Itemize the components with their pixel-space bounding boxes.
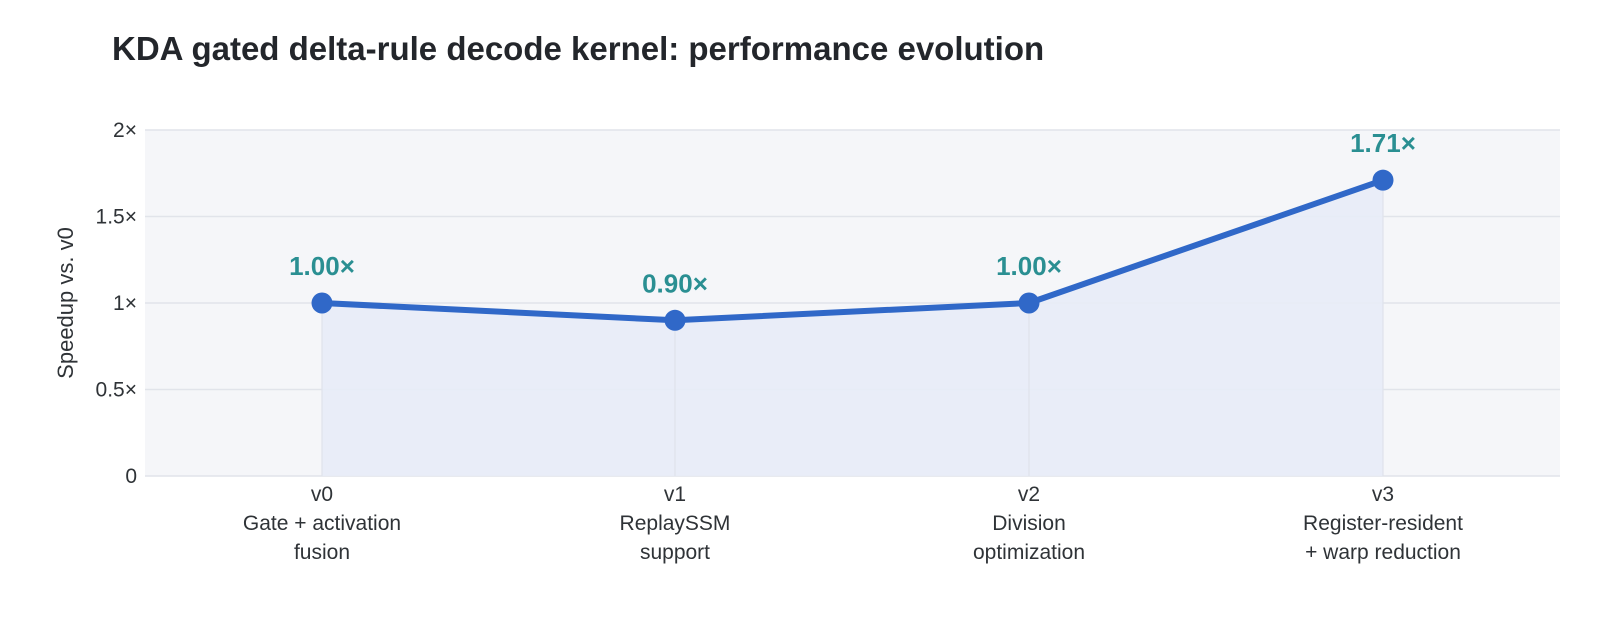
data-point <box>311 292 333 314</box>
chart-title: KDA gated delta-rule decode kernel: perf… <box>112 30 1045 67</box>
x-category-description: Register-resident <box>1303 512 1463 535</box>
area-fill <box>322 180 1383 477</box>
y-tick-label: 2× <box>113 119 137 142</box>
series-line <box>319 177 1386 324</box>
x-category-description-cont: optimization <box>973 541 1085 564</box>
y-axis-ticks: 0 0.5× 1× 1.5× 2× <box>96 119 137 488</box>
x-axis-categories: v0 Gate + activation fusion v1 ReplaySSM supp… <box>243 483 1463 564</box>
y-tick-label: 1× <box>113 292 137 315</box>
y-tick-label: 1.5× <box>96 206 137 229</box>
x-category-version: v0 <box>311 483 333 506</box>
x-category-description-cont: support <box>640 541 710 564</box>
data-label: 1.00× <box>996 251 1062 281</box>
x-category-description: Division <box>992 512 1066 535</box>
data-label: 1.00× <box>289 251 355 281</box>
x-category-version: v3 <box>1372 483 1394 506</box>
y-axis-title: Speedup vs. v0 <box>53 227 78 379</box>
x-category-description-cont: + warp reduction <box>1305 541 1461 564</box>
x-category-description: Gate + activation <box>243 512 401 535</box>
x-category-version: v1 <box>664 483 686 506</box>
data-point <box>1018 292 1040 314</box>
y-tick-label: 0.5× <box>96 379 137 402</box>
data-point <box>664 309 686 331</box>
x-category-version: v2 <box>1018 483 1040 506</box>
data-label: 0.90× <box>642 268 708 298</box>
data-label: 1.71× <box>1350 128 1416 158</box>
x-category-description-cont: fusion <box>294 541 350 564</box>
y-tick-label: 0 <box>125 465 137 488</box>
series-layer: 1.00× 0.90× 1.00× 1.71× <box>289 128 1416 477</box>
x-category-description: ReplaySSM <box>620 512 731 535</box>
data-point <box>1372 169 1394 191</box>
